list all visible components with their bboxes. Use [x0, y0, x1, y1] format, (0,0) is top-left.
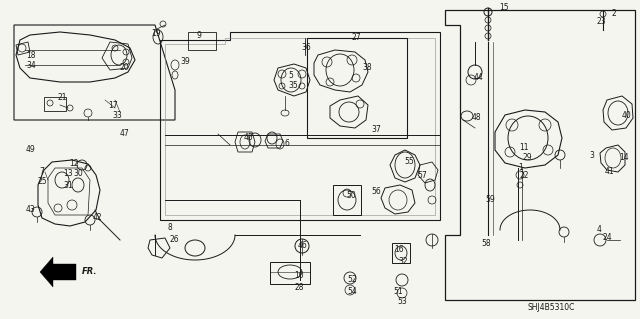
Text: 27: 27 [351, 33, 361, 42]
Text: 34: 34 [26, 62, 36, 70]
Text: 18: 18 [26, 50, 36, 60]
Text: 56: 56 [371, 187, 381, 196]
Text: 50: 50 [346, 191, 356, 201]
Text: 12: 12 [69, 159, 79, 167]
Text: 1: 1 [518, 164, 524, 173]
Text: 39: 39 [180, 57, 190, 66]
Text: 28: 28 [294, 284, 304, 293]
Text: 36: 36 [301, 42, 311, 51]
Text: 16: 16 [394, 246, 404, 255]
Text: 30: 30 [73, 169, 83, 179]
Bar [188, 32, 216, 50]
Text: 53: 53 [397, 298, 407, 307]
Text: 3: 3 [589, 152, 595, 160]
Text: 17: 17 [108, 100, 118, 109]
Text: 29: 29 [522, 153, 532, 162]
Text: 44: 44 [474, 72, 484, 81]
Text: 26: 26 [169, 235, 179, 244]
Text: 2: 2 [612, 10, 616, 19]
Text: 38: 38 [362, 63, 372, 72]
Text: 5: 5 [289, 70, 293, 79]
Polygon shape [40, 257, 76, 287]
Text: 47: 47 [119, 130, 129, 138]
Bar [270, 262, 310, 284]
Text: 48: 48 [471, 113, 481, 122]
Bar [44, 97, 66, 111]
Text: 55: 55 [404, 157, 414, 166]
Bar [392, 243, 410, 263]
Text: 11: 11 [519, 144, 529, 152]
Text: 43: 43 [26, 205, 36, 214]
Text: 51: 51 [393, 286, 403, 295]
Text: 58: 58 [481, 239, 491, 248]
Text: 7: 7 [40, 167, 44, 175]
Text: 15: 15 [499, 4, 509, 12]
Text: 21: 21 [57, 93, 67, 101]
Text: 4: 4 [596, 226, 602, 234]
Text: 10: 10 [294, 271, 304, 280]
Text: 22: 22 [519, 172, 529, 181]
Text: 40: 40 [621, 112, 631, 121]
Text: 41: 41 [604, 167, 614, 176]
Bar [333, 185, 361, 215]
Text: 54: 54 [347, 286, 357, 295]
Bar [307, 38, 407, 138]
Text: 14: 14 [619, 153, 629, 162]
Text: 23: 23 [596, 18, 606, 26]
Text: 13: 13 [63, 169, 73, 179]
Text: 25: 25 [37, 176, 47, 186]
Text: 37: 37 [371, 125, 381, 135]
Text: 46: 46 [297, 241, 307, 250]
Text: FR.: FR. [83, 268, 98, 277]
Text: 9: 9 [196, 31, 202, 40]
Text: 45: 45 [244, 133, 254, 143]
Text: 57: 57 [417, 170, 427, 180]
Text: 6: 6 [285, 139, 289, 149]
Text: 33: 33 [112, 112, 122, 121]
Text: 19: 19 [151, 28, 161, 38]
Text: 20: 20 [119, 63, 129, 72]
Text: 8: 8 [168, 224, 172, 233]
Text: 59: 59 [485, 196, 495, 204]
Text: 32: 32 [398, 257, 408, 266]
Text: 49: 49 [25, 145, 35, 154]
Text: 52: 52 [347, 275, 357, 284]
Text: 24: 24 [602, 234, 612, 242]
Text: 35: 35 [288, 81, 298, 91]
Text: 31: 31 [63, 182, 73, 190]
Text: SHJ4B5310C: SHJ4B5310C [527, 303, 575, 313]
Text: 42: 42 [92, 213, 102, 222]
